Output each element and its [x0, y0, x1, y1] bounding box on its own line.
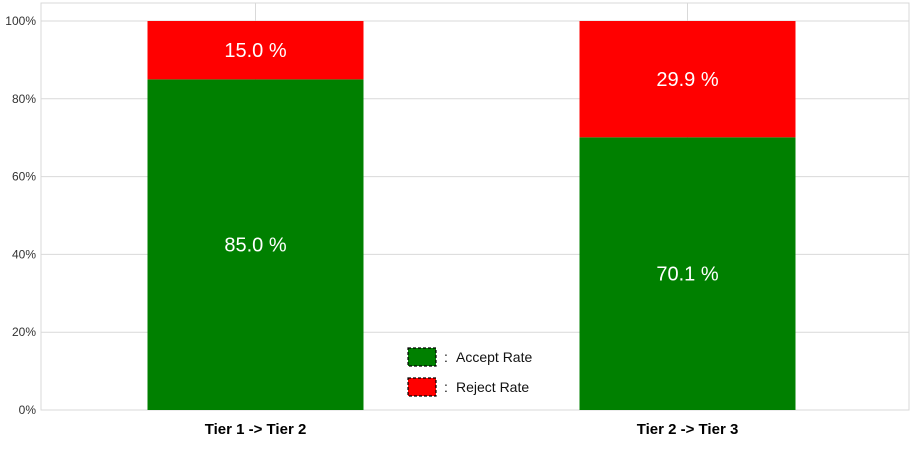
data-label: 15.0 %	[224, 40, 286, 62]
legend-separator: :	[444, 349, 448, 365]
y-tick-label: 20%	[12, 325, 36, 339]
y-tick-label: 40%	[12, 247, 36, 261]
y-tick-label: 60%	[12, 170, 36, 184]
data-label: 70.1 %	[656, 264, 718, 286]
x-category-label: Tier 1 -> Tier 2	[205, 421, 307, 438]
bars: 85.0 % 15.0 % 70.1 % 29.9 %	[147, 21, 796, 410]
data-label: 29.9 %	[656, 69, 718, 91]
legend-swatch	[407, 347, 437, 367]
data-label: 85.0 %	[224, 235, 286, 257]
legend-label: Accept Rate	[456, 349, 532, 365]
y-tick-label: 100%	[5, 14, 36, 28]
reject-bar-segment	[147, 21, 364, 80]
y-tick-label: 80%	[12, 92, 36, 106]
accept-bar-segment	[147, 79, 364, 410]
legend-label: Reject Rate	[456, 379, 529, 395]
y-tick-label: 0%	[19, 403, 37, 417]
legend: : Accept Rate: Reject Rate	[407, 347, 532, 397]
legend-swatch	[407, 377, 437, 397]
y-axis-ticks: 0% 20% 40% 60% 80% 100%	[5, 14, 36, 417]
legend-separator: :	[444, 379, 448, 395]
x-axis-categories: Tier 1 -> Tier 2 Tier 2 -> Tier 3	[205, 421, 739, 438]
x-category-label: Tier 2 -> Tier 3	[637, 421, 739, 438]
reject-bar-segment	[579, 21, 796, 138]
accept-bar-segment	[579, 137, 796, 410]
